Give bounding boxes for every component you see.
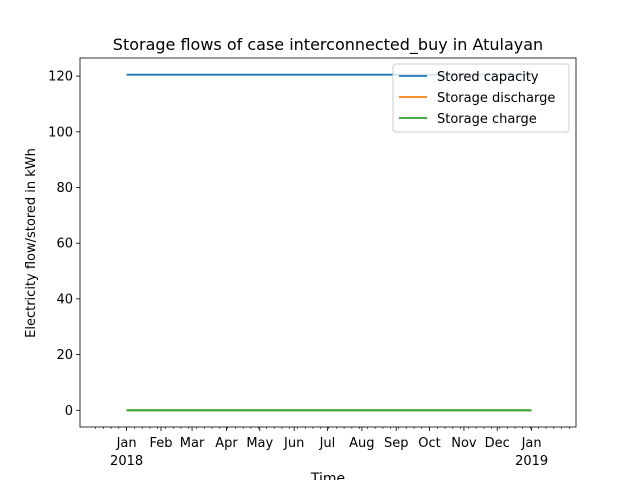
y-tick-label: 60 (56, 237, 73, 252)
x-tick-label: Dec (485, 436, 510, 451)
x-tick-label: Feb (149, 436, 172, 451)
legend: Stored capacity Storage discharge Storage … (392, 63, 570, 133)
x-tick-label: Mar (180, 436, 205, 451)
x-tick-label: Jan (116, 436, 137, 451)
legend-label: Storage discharge (437, 91, 555, 106)
axes (79, 57, 577, 428)
x-axis-label: Time (310, 471, 345, 480)
y-tick-label: 40 (56, 292, 73, 307)
x-tick-label: Jan (521, 436, 542, 451)
chart-title: Storage flows of case interconnected_buy… (113, 35, 543, 55)
legend-box (392, 63, 570, 133)
x-tick-label: May (246, 436, 273, 451)
y-tick-label: 100 (48, 125, 73, 140)
x-tick-year-label: 2018 (110, 454, 143, 469)
axes-frame (79, 57, 577, 428)
x-tick-label: Nov (451, 436, 477, 451)
y-tick-label: 0 (65, 404, 73, 419)
y-axis-label: Electricity flow/stored in kWh (24, 148, 39, 338)
legend-label: Stored capacity (437, 70, 539, 85)
x-tick-label: Aug (349, 436, 374, 451)
y-tick-label: 80 (56, 181, 73, 196)
tick-group: 0 20 40 60 80 100 120 Jan 2018 Feb Mar Apr May Jun Jul… (48, 70, 570, 469)
y-tick-label: 120 (48, 70, 73, 85)
x-tick-label: Jun (283, 436, 304, 451)
y-tick-label: 20 (56, 348, 73, 363)
x-tick-label: Jul (319, 436, 336, 451)
x-tick-year-label: 2019 (515, 454, 548, 469)
x-tick-label: Sep (384, 436, 409, 451)
x-tick-label: Apr (215, 436, 238, 451)
x-tick-label: Oct (418, 436, 440, 451)
legend-label: Storage charge (437, 112, 537, 127)
